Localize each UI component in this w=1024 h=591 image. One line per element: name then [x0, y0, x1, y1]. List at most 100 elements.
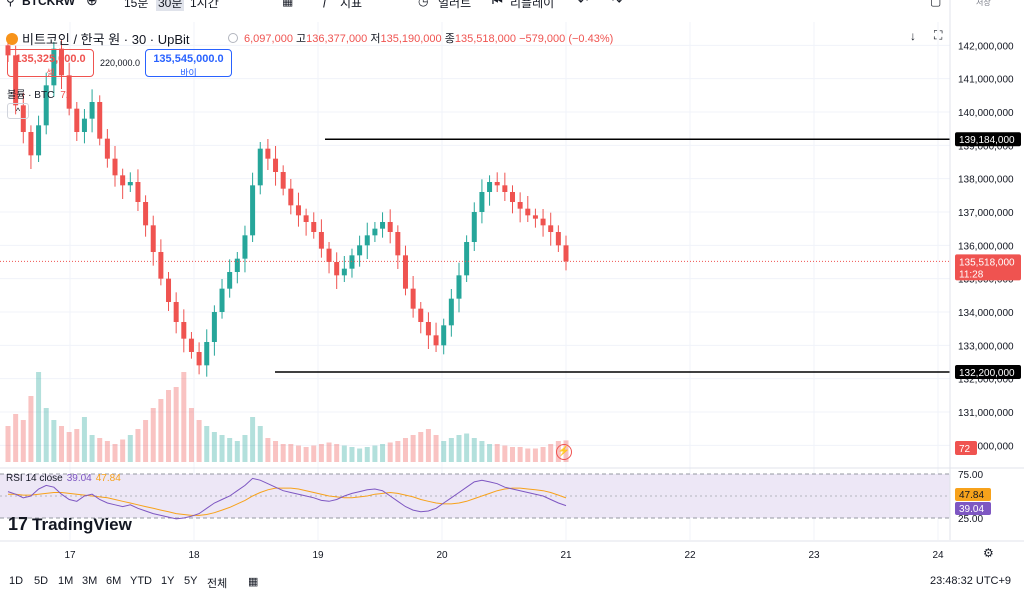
chart-grid: [0, 22, 950, 540]
volume-bar: [448, 438, 454, 462]
candle-body: [127, 182, 133, 186]
alert-button[interactable]: 얼러트: [438, 0, 472, 10]
indicators-icon[interactable]: ƒ: [322, 0, 329, 8]
rsi-axis-label: 25.00: [958, 514, 983, 525]
add-symbol-icon[interactable]: ⊕: [86, 0, 98, 8]
indicators-button[interactable]: 지표: [340, 0, 363, 10]
candle-body: [563, 245, 569, 262]
collapse-legend-button[interactable]: ^: [7, 103, 29, 119]
sell-label: 셀: [46, 68, 55, 78]
settings-icon[interactable]: ⚙: [983, 546, 994, 560]
buy-button[interactable]: 135,545,000.0 바이: [145, 49, 232, 78]
interval-15m[interactable]: 15분: [124, 0, 149, 10]
candle-body: [36, 125, 42, 156]
candle-body: [204, 342, 210, 366]
range-5y[interactable]: 5Y: [184, 575, 198, 587]
range-all[interactable]: 전체: [207, 578, 228, 590]
candle-body: [81, 118, 87, 132]
price-axis-label: 137,000,000: [958, 208, 1014, 219]
ohlc-values: 6,097,000 고136,377,000 저135,190,000 종135…: [244, 30, 613, 46]
volume-bar: [66, 432, 72, 462]
lightning-icon[interactable]: ⚡: [556, 444, 572, 460]
volume-bar: [257, 426, 263, 462]
chart-type-icon[interactable]: ▦: [282, 0, 294, 8]
rsi-ma-value: 47.84: [95, 473, 121, 484]
range-1y[interactable]: 1Y: [161, 575, 175, 587]
volume-value: 72: [60, 90, 72, 101]
undo-icon[interactable]: ↶: [578, 0, 589, 8]
symbol-name[interactable]: BTCKRW: [22, 0, 76, 8]
rsi-pane: [0, 467, 1024, 520]
rsi-tag-bg: [955, 502, 991, 515]
candle-body: [471, 212, 477, 242]
candle-body: [364, 235, 370, 246]
symbol-title[interactable]: 비트코인 / 한국 원 · 30 · UpBit: [6, 29, 190, 48]
range-ytd[interactable]: YTD: [130, 575, 152, 587]
price-axis-label: 139,000,000: [958, 141, 1014, 152]
close-value: 135,518,000: [454, 33, 517, 45]
volume-legend[interactable]: 볼륨 · BTC 72: [7, 86, 71, 101]
volume-bar: [242, 435, 248, 462]
candle-body: [295, 205, 301, 216]
low-value: 135,190,000: [380, 33, 442, 45]
candle-body: [112, 158, 118, 176]
volume-tag: 72: [959, 444, 971, 455]
candle-body: [387, 222, 393, 232]
rsi-legend[interactable]: RSI 14 close 39.04 47.84: [6, 473, 121, 484]
volume-bar: [349, 447, 355, 462]
volume-bar: [211, 432, 217, 462]
redo-icon[interactable]: ↷: [612, 0, 623, 8]
interval-1h[interactable]: 1시간: [190, 0, 219, 10]
candle-body: [555, 232, 561, 246]
candle-body: [234, 258, 240, 272]
candle-body: [479, 192, 485, 212]
alert-icon[interactable]: ◷: [418, 0, 429, 8]
save-button[interactable]: 저장: [976, 0, 991, 7]
interval-30m[interactable]: 30분: [156, 0, 185, 11]
candle-body: [28, 132, 34, 156]
volume-bar: [387, 442, 393, 462]
candle-body: [334, 262, 340, 276]
buy-label: 바이: [180, 68, 197, 78]
volume-bar: [357, 448, 363, 462]
replay-button[interactable]: 리플레이: [510, 0, 555, 10]
sell-button[interactable]: 135,325,000.0 셀: [7, 49, 94, 78]
tradingview-logo[interactable]: 17 TradingView: [8, 514, 132, 535]
rsi-ma-tag-bg: [955, 488, 991, 501]
candle-body: [372, 228, 378, 236]
candle-body: [265, 148, 271, 159]
volume-bars: [5, 372, 569, 462]
range-5d[interactable]: 5D: [34, 575, 49, 587]
candle-body: [425, 322, 431, 336]
volume-bar: [173, 387, 179, 462]
volume-bar: [112, 444, 118, 462]
volume-bar: [89, 435, 95, 462]
candle-body: [135, 182, 141, 202]
fullscreen-icon[interactable]: ⛶: [934, 28, 943, 42]
volume-bar: [395, 441, 401, 462]
volume-bar: [81, 417, 87, 462]
replay-icon[interactable]: ⏮: [492, 0, 503, 8]
buy-price: 135,545,000.0: [153, 53, 224, 65]
candle-body: [74, 108, 80, 132]
range-1d[interactable]: 1D: [9, 575, 24, 587]
scroll-down-icon[interactable]: ↓: [910, 29, 916, 43]
range-1m[interactable]: 1M: [58, 575, 74, 587]
range-6m[interactable]: 6M: [106, 575, 122, 587]
time-axis-label: 23: [808, 550, 820, 561]
candlesticks: [5, 38, 569, 377]
range-3m[interactable]: 3M: [82, 575, 98, 587]
candle-body: [173, 302, 179, 322]
symbol-search-icon[interactable]: ⚲: [6, 0, 15, 8]
volume-bar: [181, 372, 187, 462]
price-axis-label: 130,000,000: [958, 441, 1014, 452]
volume-bar: [104, 441, 110, 462]
candle-body: [357, 245, 363, 256]
layout-icon[interactable]: ▢: [930, 0, 942, 8]
support-tag-bg: [955, 365, 1021, 379]
volume-bar: [402, 438, 408, 462]
volume-bar: [418, 432, 424, 462]
volume-bar: [127, 435, 133, 462]
time-axis-label: 24: [932, 550, 944, 561]
